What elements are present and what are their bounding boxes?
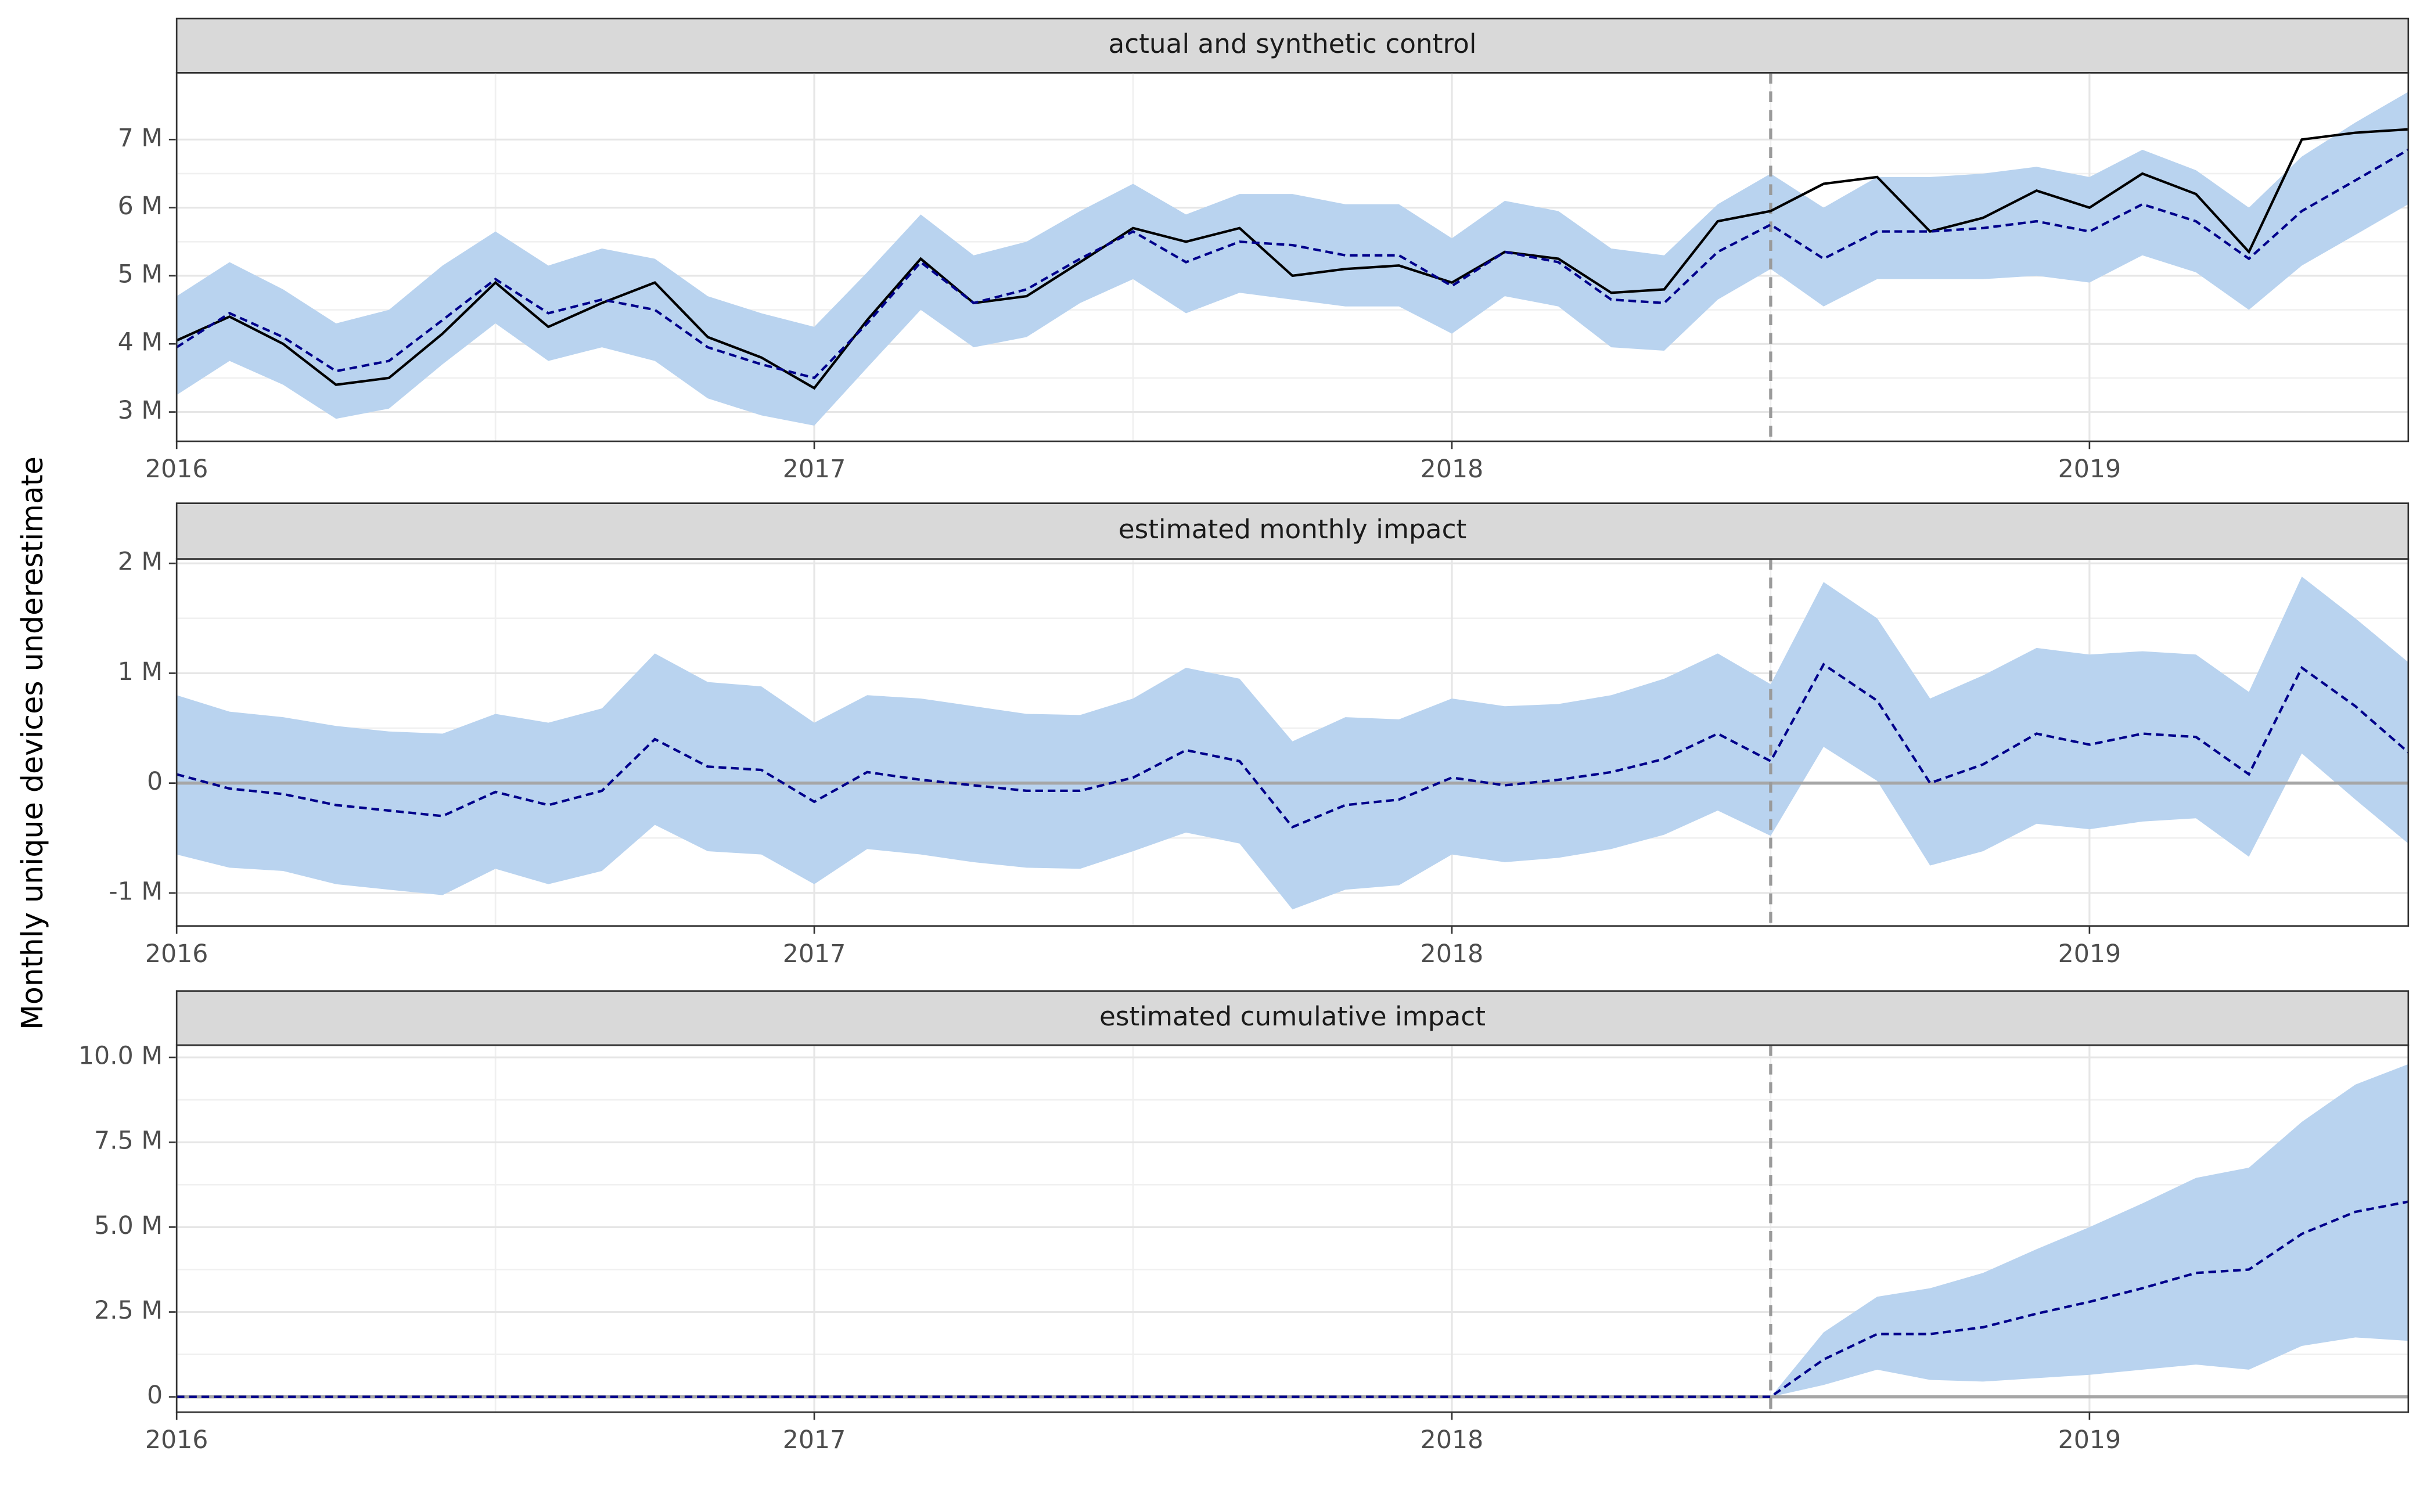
y-tick-label: 6 M xyxy=(118,192,163,221)
y-tick-label: 0 xyxy=(147,1381,163,1410)
dashed-line xyxy=(176,663,2410,829)
panel-title: actual and synthetic control xyxy=(1108,28,1476,59)
y-tick-label: 7 M xyxy=(118,124,163,153)
dashed-line xyxy=(176,149,2409,380)
y-axis-label: Monthly unique devices underestimate xyxy=(15,456,49,1030)
y-tick-label: 1 M xyxy=(118,657,163,686)
x-tick-label: 2017 xyxy=(783,1425,846,1455)
confidence-band xyxy=(177,1064,2408,1397)
panel-border xyxy=(175,558,2410,927)
y-tick-label: 3 M xyxy=(118,396,163,425)
panel-border xyxy=(175,72,2410,442)
x-tick-label: 2019 xyxy=(2058,939,2121,969)
y-tick-label: 0 xyxy=(147,767,163,796)
x-tick-label: 2016 xyxy=(145,1425,208,1455)
solid-line xyxy=(176,128,2408,390)
x-tick-label: 2017 xyxy=(783,455,846,484)
y-tick-label: 2.5 M xyxy=(94,1296,163,1325)
y-tick-label: 10.0 M xyxy=(78,1042,163,1071)
y-tick-label: 5.0 M xyxy=(94,1211,163,1240)
strip-background xyxy=(175,17,2410,74)
y-tick-label: 7.5 M xyxy=(94,1126,163,1155)
x-tick-label: 2018 xyxy=(1421,1425,1484,1455)
confidence-band xyxy=(177,92,2408,426)
x-tick-label: 2018 xyxy=(1421,455,1484,484)
x-tick-label: 2019 xyxy=(2058,455,2121,484)
x-tick-label: 2017 xyxy=(783,939,846,969)
x-tick-label: 2019 xyxy=(2058,1425,2121,1455)
y-tick-label: 4 M xyxy=(118,328,163,357)
panel-title: estimated monthly impact xyxy=(1119,514,1467,545)
y-tick-label: 5 M xyxy=(118,260,163,289)
y-tick-label: 2 M xyxy=(118,548,163,577)
strip-background xyxy=(175,990,2410,1046)
panel-title: estimated cumulative impact xyxy=(1099,1001,1486,1032)
x-tick-label: 2016 xyxy=(145,455,208,484)
confidence-band xyxy=(177,576,2408,910)
strip-background xyxy=(175,502,2410,560)
panel-border xyxy=(175,1044,2410,1413)
dashed-line xyxy=(177,1200,2409,1398)
x-tick-label: 2018 xyxy=(1421,939,1484,969)
x-tick-label: 2016 xyxy=(145,939,208,969)
y-tick-label: -1 M xyxy=(109,877,163,906)
